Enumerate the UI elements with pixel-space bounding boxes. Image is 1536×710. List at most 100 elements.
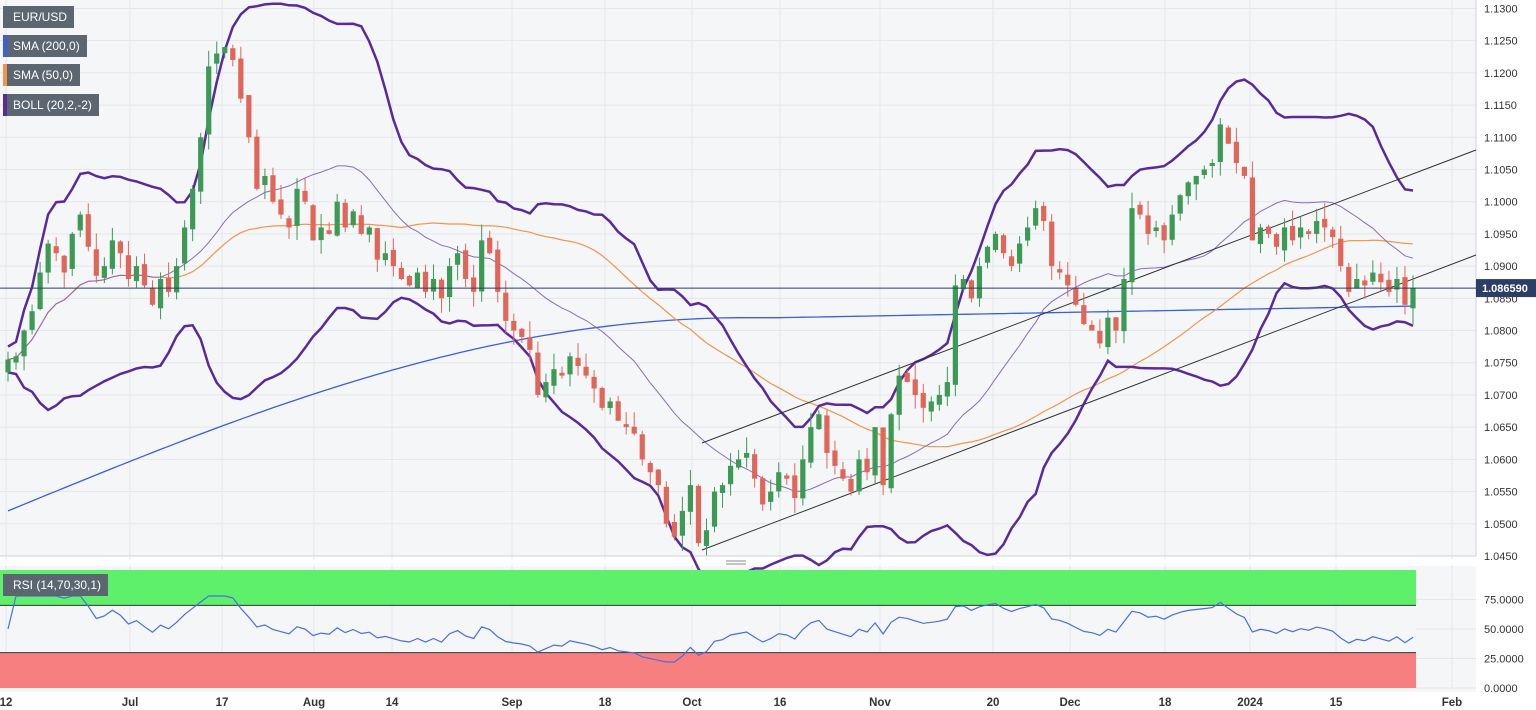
current-price-tag xyxy=(1476,279,1536,298)
candle-body xyxy=(1008,256,1015,267)
candle-body xyxy=(286,218,292,228)
y-tick-label: 1.0950 xyxy=(1484,229,1518,241)
x-tick-label: 17 xyxy=(216,697,229,709)
candle-body xyxy=(952,285,958,385)
channel-upper-line xyxy=(701,149,1477,444)
candle-body xyxy=(1354,279,1360,289)
candle-body xyxy=(752,454,758,479)
candle-body xyxy=(487,237,493,254)
legend-symbol[interactable]: EUR/USD xyxy=(3,6,75,28)
candle-body xyxy=(736,459,742,468)
candle-body xyxy=(366,227,372,235)
candle-body xyxy=(1394,279,1400,290)
candle-body xyxy=(1081,305,1087,325)
boll-upper-line xyxy=(7,2,1414,429)
candle-body xyxy=(1410,288,1416,309)
candle-body xyxy=(206,66,212,135)
x-tick-label: 18 xyxy=(1159,697,1172,709)
candle-body xyxy=(615,401,621,421)
candle-body xyxy=(896,375,902,415)
candle-body xyxy=(1000,235,1007,254)
candle-body xyxy=(816,414,822,430)
candle-body xyxy=(968,280,975,299)
candle-body xyxy=(310,205,316,241)
candle-body xyxy=(719,485,726,493)
legend-sma200[interactable]: SMA (200,0) xyxy=(3,35,87,57)
candle-body xyxy=(792,475,798,499)
x-tick-label: Sep xyxy=(501,697,522,709)
x-tick-label: 18 xyxy=(599,697,612,709)
candle-body xyxy=(455,253,461,265)
candle-body xyxy=(350,211,356,226)
candle-body xyxy=(567,356,573,375)
candle-body xyxy=(1145,215,1151,234)
candle-body xyxy=(101,266,107,278)
legend-boll[interactable]: BOLL (20,2,-2) xyxy=(3,94,99,116)
y-tick-label: 1.0900 xyxy=(1484,261,1518,273)
y-tick-label: 1.1150 xyxy=(1484,100,1517,112)
candle-body xyxy=(222,47,228,54)
rsi-tick-label: 25.0000 xyxy=(1484,654,1524,666)
legend-sma50[interactable]: SMA (50,0) xyxy=(3,64,81,86)
candle-body xyxy=(912,379,918,395)
candle-body xyxy=(398,267,404,279)
candle-body xyxy=(262,175,268,186)
candle-body xyxy=(976,266,983,299)
candle-body xyxy=(1177,195,1183,214)
candle-body xyxy=(414,272,421,288)
sma50-line xyxy=(7,222,1414,448)
current-price-label: 1.086590 xyxy=(1482,283,1528,295)
candle-body xyxy=(511,320,517,331)
candle-body xyxy=(37,272,43,310)
y-tick-label: 1.0450 xyxy=(1484,551,1518,563)
candle-body xyxy=(1137,204,1143,215)
candle-body xyxy=(1017,243,1023,264)
candle-body xyxy=(519,328,525,337)
candle-body xyxy=(599,387,605,408)
candle-body xyxy=(198,137,204,192)
candle-body xyxy=(246,95,252,138)
candle-body xyxy=(960,279,966,290)
candle-body xyxy=(928,401,934,412)
y-tick-label: 1.0800 xyxy=(1484,326,1518,338)
candle-body xyxy=(543,382,549,398)
legend-rsi[interactable]: RSI (14,70,30,1) xyxy=(3,574,109,596)
candle-body xyxy=(1073,287,1079,305)
candle-body xyxy=(21,330,27,357)
candle-body xyxy=(1241,166,1247,176)
candle-body xyxy=(1322,218,1328,228)
x-tick-label: Dec xyxy=(1059,697,1081,709)
candle-body xyxy=(230,48,236,60)
candle-body xyxy=(77,214,83,231)
x-tick-label: Oct xyxy=(682,697,701,709)
candle-body xyxy=(13,356,19,363)
candle-body xyxy=(575,357,581,366)
candle-body xyxy=(1057,269,1063,273)
y-tick-label: 1.1100 xyxy=(1484,132,1517,144)
candle-body xyxy=(880,427,886,486)
y-tick-label: 1.0500 xyxy=(1484,519,1518,531)
candle-body xyxy=(583,366,589,376)
candle-body xyxy=(1330,229,1336,238)
candle-body xyxy=(856,459,862,492)
candle-body xyxy=(1065,274,1071,286)
candle-body xyxy=(1201,169,1207,175)
y-tick-label: 1.0600 xyxy=(1484,454,1518,466)
candle-body xyxy=(1362,280,1368,286)
y-tick-label: 1.1250 xyxy=(1484,36,1518,48)
candle-body xyxy=(679,510,685,536)
candle-body xyxy=(1161,225,1167,241)
candle-body xyxy=(53,246,59,254)
candle-body xyxy=(559,372,565,376)
candle-body xyxy=(471,277,477,292)
candle-body xyxy=(551,369,557,386)
candle-body xyxy=(864,458,870,473)
candle-body xyxy=(125,255,132,279)
candle-body xyxy=(390,249,396,267)
y-tick-label: 1.1050 xyxy=(1484,164,1518,176)
candle-body xyxy=(535,352,541,395)
candle-body xyxy=(1217,124,1223,163)
x-tick-label: 14 xyxy=(386,697,399,709)
candle-body xyxy=(93,249,99,276)
